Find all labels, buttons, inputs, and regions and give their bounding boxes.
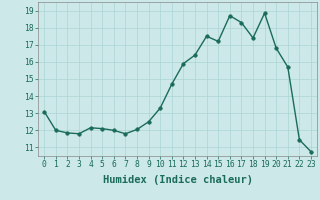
X-axis label: Humidex (Indice chaleur): Humidex (Indice chaleur) bbox=[103, 175, 252, 185]
